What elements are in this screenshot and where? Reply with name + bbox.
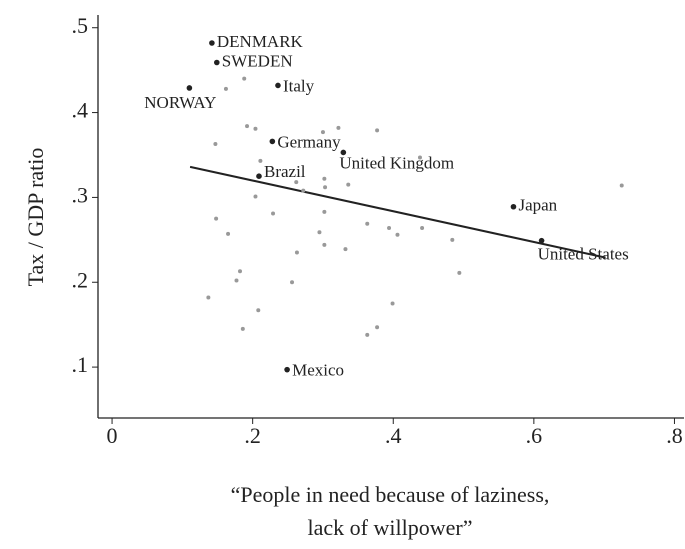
point bbox=[213, 141, 218, 146]
y-tick-label: .2 bbox=[72, 267, 89, 292]
point bbox=[390, 301, 395, 306]
point bbox=[420, 225, 425, 230]
point bbox=[322, 209, 327, 214]
point bbox=[317, 230, 322, 235]
point bbox=[253, 194, 258, 199]
point-label: Germany bbox=[277, 132, 341, 151]
point bbox=[256, 308, 261, 313]
point bbox=[322, 242, 327, 247]
point bbox=[271, 211, 276, 216]
point bbox=[209, 40, 215, 46]
x-tick-label: .2 bbox=[244, 423, 261, 448]
point bbox=[538, 237, 545, 244]
point bbox=[365, 332, 370, 337]
point bbox=[450, 237, 455, 242]
point bbox=[457, 270, 462, 275]
point-label: Brazil bbox=[264, 162, 306, 181]
point bbox=[284, 366, 290, 373]
x-tick-label: .8 bbox=[666, 423, 683, 448]
point-label: Mexico bbox=[292, 361, 344, 380]
point bbox=[258, 158, 263, 163]
point bbox=[320, 130, 325, 135]
point bbox=[395, 232, 400, 237]
point bbox=[619, 183, 624, 188]
point bbox=[322, 176, 327, 181]
point bbox=[336, 125, 341, 130]
y-tick-label: .4 bbox=[72, 98, 89, 123]
point bbox=[417, 155, 422, 160]
y-tick-label: .5 bbox=[72, 13, 89, 38]
point bbox=[387, 225, 392, 230]
point bbox=[294, 180, 299, 185]
point bbox=[223, 86, 228, 91]
point-label: Japan bbox=[518, 196, 557, 215]
y-tick-label: .3 bbox=[72, 182, 89, 207]
point bbox=[242, 76, 247, 81]
x-tick-label: .4 bbox=[385, 423, 402, 448]
point bbox=[186, 85, 193, 91]
point bbox=[256, 173, 262, 179]
point bbox=[510, 203, 517, 210]
point-label: Italy bbox=[283, 76, 315, 95]
point bbox=[245, 124, 250, 129]
point bbox=[269, 138, 276, 145]
point bbox=[301, 188, 306, 193]
point-label: United Kingdom bbox=[339, 153, 454, 172]
point bbox=[253, 126, 258, 131]
point bbox=[206, 295, 211, 300]
y-tick-label: .1 bbox=[72, 352, 89, 377]
point bbox=[238, 269, 243, 274]
point bbox=[343, 247, 348, 252]
point bbox=[346, 182, 351, 187]
point bbox=[290, 280, 295, 285]
point bbox=[323, 185, 328, 190]
point bbox=[275, 82, 281, 89]
x-axis-label: “People in need because of laziness, bbox=[231, 482, 550, 507]
point bbox=[365, 221, 370, 226]
point bbox=[240, 326, 245, 331]
x-axis-label: lack of willpower” bbox=[308, 515, 473, 540]
point bbox=[226, 231, 231, 236]
y-axis-label: Tax / GDP ratio bbox=[23, 148, 48, 287]
x-tick-label: 0 bbox=[107, 423, 118, 448]
point bbox=[234, 278, 239, 283]
point bbox=[294, 250, 299, 255]
point-label: United States bbox=[538, 245, 629, 264]
point bbox=[375, 325, 380, 330]
x-tick-label: .6 bbox=[526, 423, 543, 448]
point-label: NORWAY bbox=[144, 93, 216, 112]
trend-line bbox=[189, 165, 606, 259]
point bbox=[214, 216, 219, 221]
point-label: SWEDEN bbox=[222, 51, 293, 70]
point bbox=[340, 149, 347, 156]
point bbox=[375, 128, 380, 133]
point bbox=[214, 59, 220, 66]
point-label: DENMARK bbox=[217, 32, 304, 51]
